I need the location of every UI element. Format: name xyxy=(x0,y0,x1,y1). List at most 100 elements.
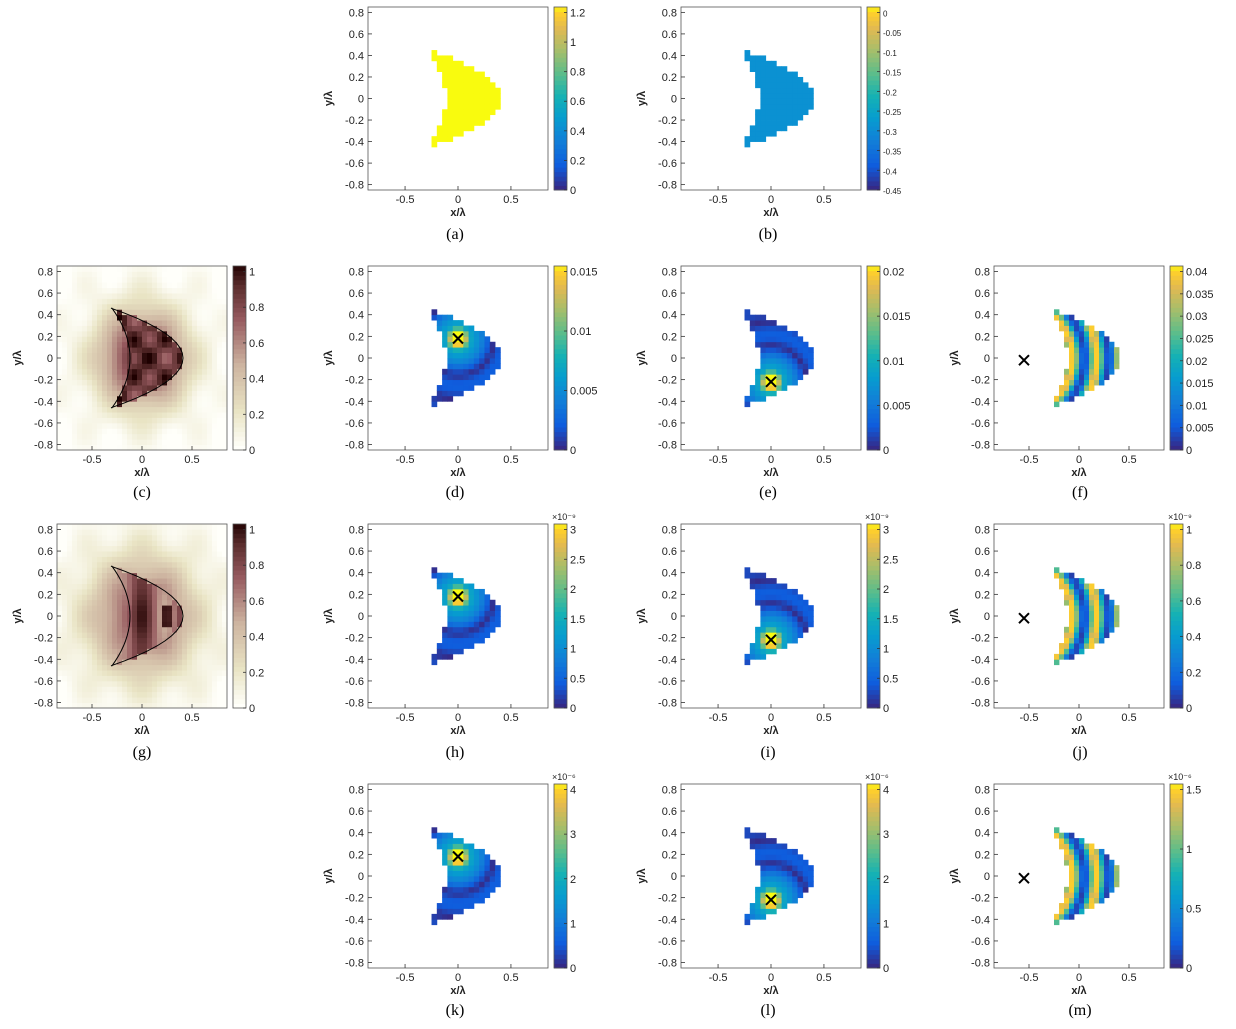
heatmap-cell xyxy=(102,390,108,397)
heatmap-cell xyxy=(755,583,761,590)
heatmap-cell xyxy=(458,897,464,904)
heatmap-cell xyxy=(431,55,438,62)
heatmap-cell xyxy=(62,545,68,552)
heatmap-cell xyxy=(137,276,143,283)
heatmap-cell xyxy=(1109,358,1115,364)
heatmap-cell xyxy=(107,637,113,644)
heatmap-cell xyxy=(87,561,93,568)
heatmap-cell xyxy=(122,561,128,568)
heatmap-cell xyxy=(57,556,63,563)
heatmap-cell xyxy=(92,395,98,402)
heatmap-cell xyxy=(463,82,469,89)
heatmap-cell xyxy=(72,433,78,440)
x-axis-label: x/λ xyxy=(450,207,465,219)
heatmap-cell xyxy=(77,390,83,397)
heatmap-cell xyxy=(431,309,438,316)
x-tick-label: -0.5 xyxy=(1020,972,1039,984)
colorbar-segment xyxy=(1170,912,1183,918)
heatmap-cell xyxy=(1069,347,1075,353)
heatmap-cell xyxy=(197,363,203,370)
heatmap-cell xyxy=(187,395,193,402)
heatmap-cell xyxy=(489,352,496,359)
heatmap-cell xyxy=(1074,363,1080,370)
heatmap-cell xyxy=(192,524,198,530)
heatmap-cell xyxy=(112,610,118,617)
heatmap-cell xyxy=(207,561,213,568)
heatmap-cell xyxy=(122,659,128,666)
heatmap-cell xyxy=(760,341,767,348)
heatmap-cell xyxy=(62,659,68,666)
heatmap-cell xyxy=(452,390,459,397)
y-tick-label: 0 xyxy=(984,353,990,365)
heatmap-cell xyxy=(749,653,756,660)
heatmap-cell xyxy=(107,276,113,283)
colorbar-segment xyxy=(233,570,246,576)
heatmap-cell xyxy=(207,599,213,606)
colorbar-segment xyxy=(867,270,880,276)
heatmap-cell xyxy=(442,897,448,904)
heatmap-cell xyxy=(172,282,178,289)
heatmap-cell xyxy=(755,60,761,67)
heatmap-cell xyxy=(202,648,208,655)
colorbar-segment xyxy=(554,148,567,154)
heatmap-cell xyxy=(97,341,103,348)
heatmap-cell xyxy=(217,390,223,397)
heatmap-cell xyxy=(57,271,63,278)
heatmap-cell xyxy=(62,282,68,289)
colorbar-segment xyxy=(554,330,567,336)
heatmap-cell xyxy=(107,540,113,547)
heatmap-cell xyxy=(1109,341,1115,348)
heatmap-cell xyxy=(1084,325,1090,332)
heatmap-cell xyxy=(112,653,118,660)
heatmap-cell xyxy=(1079,363,1085,370)
heatmap-cell xyxy=(760,136,767,142)
colorbar-segment xyxy=(867,408,880,414)
x-tick-label: 0.5 xyxy=(503,712,518,724)
colorbar-segment xyxy=(554,266,567,272)
heatmap-cell xyxy=(212,670,218,676)
heatmap-cell xyxy=(132,336,138,343)
colorbar-segment xyxy=(867,945,880,951)
heatmap-cell xyxy=(1109,859,1115,866)
heatmap-cell xyxy=(157,298,163,305)
colorbar-segment xyxy=(867,61,880,67)
heatmap-cell xyxy=(1074,854,1080,861)
heatmap-cell xyxy=(473,347,480,353)
heatmap-cell xyxy=(452,870,459,877)
heatmap-cell xyxy=(217,545,223,552)
heatmap-cell xyxy=(786,330,793,337)
heatmap-cell xyxy=(458,341,464,348)
heatmap-cell xyxy=(127,282,133,289)
heatmap-cell xyxy=(57,524,63,530)
y-tick-label: -0.8 xyxy=(345,698,364,710)
heatmap-cell xyxy=(792,336,798,343)
heatmap-cell xyxy=(458,358,464,364)
heatmap-cell xyxy=(192,653,198,660)
heatmap-cell xyxy=(202,599,208,606)
heatmap-cell xyxy=(463,854,469,861)
heatmap-cell xyxy=(117,433,123,440)
heatmap-cell xyxy=(1089,892,1095,899)
heatmap-cell xyxy=(167,643,173,649)
heatmap-cell xyxy=(1064,859,1070,866)
heatmap-cell xyxy=(202,336,208,343)
heatmap-cell xyxy=(142,556,148,563)
colorbar-segment xyxy=(867,820,880,826)
heatmap-cell xyxy=(1104,363,1110,370)
colorbar-segment xyxy=(554,144,567,150)
heatmap-cell xyxy=(1074,368,1080,375)
heatmap-cell xyxy=(72,664,78,671)
y-tick-label: 0 xyxy=(671,94,677,106)
heatmap-cell xyxy=(152,583,158,590)
heatmap-cell xyxy=(192,643,198,649)
heatmap-cell xyxy=(212,648,218,655)
heatmap-cell xyxy=(765,82,772,89)
heatmap-cell xyxy=(442,913,448,920)
heatmap-cell xyxy=(77,670,83,676)
heatmap-cell xyxy=(1094,632,1100,639)
colorbar-segment xyxy=(233,417,246,423)
heatmap-cell xyxy=(207,374,213,381)
heatmap-cell xyxy=(92,379,98,386)
heatmap-cell xyxy=(197,561,203,568)
heatmap-cell xyxy=(436,648,443,655)
